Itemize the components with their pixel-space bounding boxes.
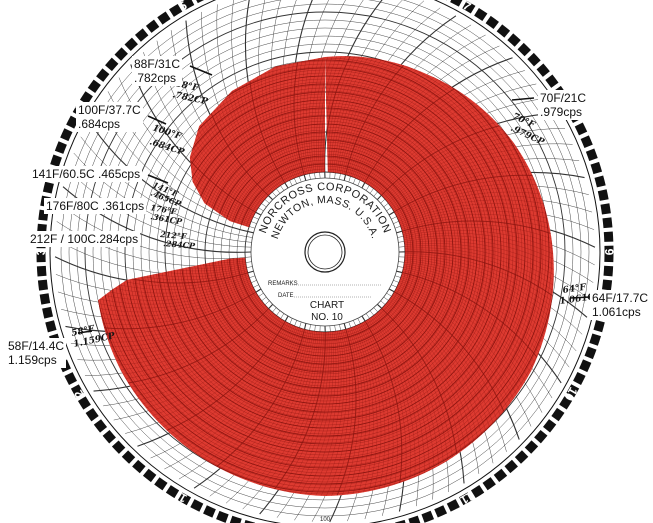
hour-label-10: 10 — [561, 385, 580, 404]
remarks-label: REMARKS — [268, 281, 298, 287]
hour-label-3: 3 — [34, 248, 48, 255]
bottom-scale-label: 100 — [320, 517, 331, 523]
hand-note-64: 64°F — [562, 283, 587, 296]
annotation-100f: 100F/37.7C .684cps — [76, 102, 143, 132]
annotation-212f: 212F / 100C.284cps — [28, 231, 141, 247]
annotation-70f: 70F/21C .979cps — [538, 90, 589, 120]
chart-number: NO. 10 — [311, 312, 343, 323]
chart-label: CHART — [310, 300, 344, 311]
annotation-64f: 64F/17.7C 1.061cps — [590, 290, 651, 320]
hand-note-212: 212°F — [159, 229, 188, 241]
annotation-58f: 58F/14.4C 1.159cps — [6, 338, 67, 368]
chart-center-label: NORCROSS CORPORATION NEWTON, MASS. U.S.A… — [250, 177, 400, 327]
hour-label-9: 9 — [602, 249, 616, 256]
trace-fill — [98, 56, 554, 496]
date-label: DATE — [278, 293, 294, 299]
annotation-leaders — [77, 65, 591, 334]
annotation-141f: 141F/60.5C .465cps — [30, 166, 143, 182]
hand-note-284: .284CP — [163, 238, 197, 251]
annotation-176f: 176F/80C .361cps — [44, 198, 147, 214]
hand-note-176: 176°F — [150, 202, 179, 217]
annotation-88f: 88F/31C .782cps — [132, 56, 183, 86]
